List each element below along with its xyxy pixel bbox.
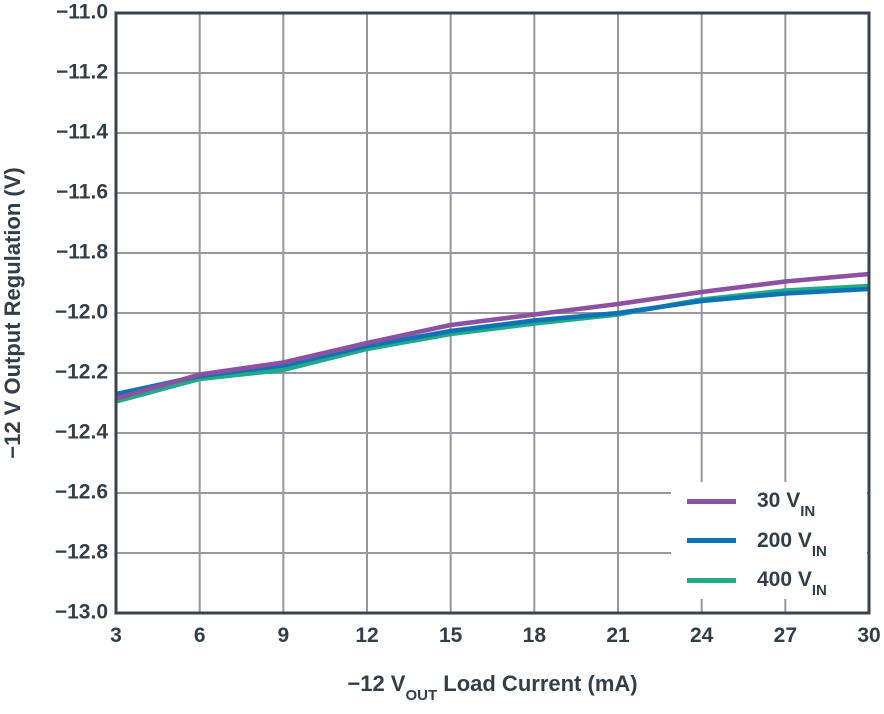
x-tick-label: 21	[606, 624, 630, 647]
y-tick-label: −13.0	[54, 600, 108, 624]
plot-border	[114, 11, 871, 615]
x-tick-label: 27	[773, 624, 798, 647]
series-line-1	[115, 286, 870, 397]
y-tick-label: −11.0	[56, 0, 108, 24]
legend-label-200vin: 200 VIN	[757, 528, 827, 560]
y-tick-label: −11.2	[56, 60, 108, 84]
x-tick-label: 9	[277, 624, 290, 647]
legend: 30 VIN 200 VIN 400 VIN	[671, 482, 867, 599]
legend-swatch-400vin	[687, 577, 736, 583]
x-axis-title-post: Load Current (mA)	[437, 671, 638, 696]
y-tick-label: −12.2	[54, 360, 108, 384]
y-tick-label: −11.6	[56, 180, 108, 204]
series-line-0	[115, 271, 870, 401]
x-axis-title: −12 VOUT Load Current (mA)	[116, 671, 869, 703]
y-tick-label: −12.6	[54, 480, 108, 504]
legend-item-400vin: 400 VIN	[671, 563, 867, 600]
legend-swatch-200vin	[687, 538, 736, 543]
x-tick-label: 15	[438, 624, 463, 647]
series-line-2	[115, 283, 870, 404]
x-axis-title-sub: OUT	[405, 687, 438, 705]
y-tick-label: −12.4	[54, 420, 108, 444]
y-tick-label: −11.4	[56, 120, 108, 144]
x-tick-label: 3	[110, 624, 122, 647]
x-axis-title-pre: −12 V	[347, 671, 406, 696]
y-tick-label: −12.8	[54, 540, 108, 564]
x-tick-label: 6	[193, 624, 206, 647]
x-tick-label: 30	[857, 624, 881, 647]
y-tick-label: −11.8	[56, 240, 108, 264]
legend-item-30vin: 30 VIN	[671, 484, 867, 521]
x-tick-label: 18	[522, 624, 547, 647]
y-axis-tick-labels: −11.0 −11.2 −11.4 −11.6 −11.8 −12.0 −12.2 −12.4…	[0, 0, 108, 714]
legend-label-30vin: 30 VIN	[757, 489, 816, 521]
x-tick-label: 12	[355, 624, 379, 647]
y-axis-title: −12 V Output Regulation (V)	[0, 167, 25, 459]
x-axis-tick-labels: 3 6 9 12 15 18 21 24 27 30	[0, 624, 884, 652]
legend-item-200vin: 200 VIN	[671, 524, 867, 560]
legend-swatch-30vin	[687, 498, 736, 504]
y-tick-label: −12.0	[54, 300, 108, 324]
legend-label-400vin: 400 VIN	[757, 568, 827, 600]
x-tick-label: 24	[689, 624, 714, 647]
